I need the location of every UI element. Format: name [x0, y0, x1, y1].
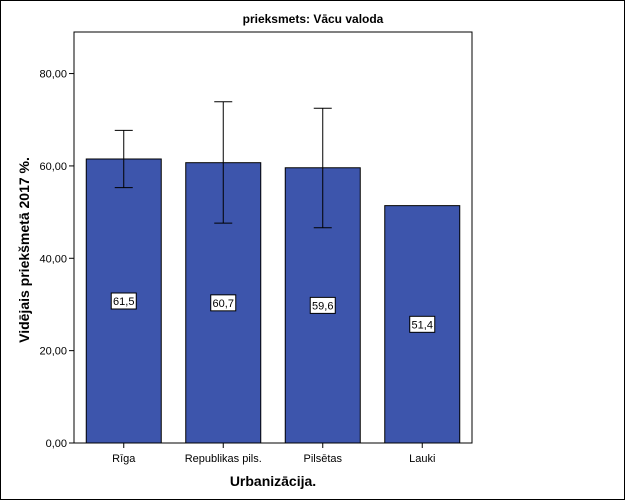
x-tick-label: Rīga: [112, 453, 136, 465]
data-label: 61,5: [113, 296, 134, 308]
chart-title: prieksmets: Vācu valoda: [243, 12, 384, 26]
data-label-box: [110, 292, 137, 310]
x-axis-title: Urbanizācija.: [230, 473, 316, 489]
data-label: 59,6: [312, 300, 333, 312]
x-tick-label: Pilsētas: [303, 453, 342, 465]
chart-marks: 0,00 20,00 40,00 60,00 80,00 Rīga 61,5 Republik…: [39, 69, 461, 465]
y-tick-label: 20,00: [39, 346, 67, 358]
data-label: 60,7: [213, 298, 234, 310]
data-label-box: [210, 294, 237, 312]
y-tick-label: 0,00: [46, 438, 67, 450]
y-tick-label: 40,00: [39, 253, 67, 265]
y-tick-label: 80,00: [39, 69, 67, 81]
y-axis-title: Vidējais priekšmetā 2017 %.: [16, 157, 32, 343]
x-tick-label: Lauki: [409, 453, 435, 465]
data-label-box: [309, 296, 336, 314]
data-label: 51,4: [412, 319, 433, 331]
x-tick-label: Republikas pils.: [185, 453, 262, 465]
data-label-box: [409, 315, 436, 333]
y-tick-label: 60,00: [39, 161, 67, 173]
